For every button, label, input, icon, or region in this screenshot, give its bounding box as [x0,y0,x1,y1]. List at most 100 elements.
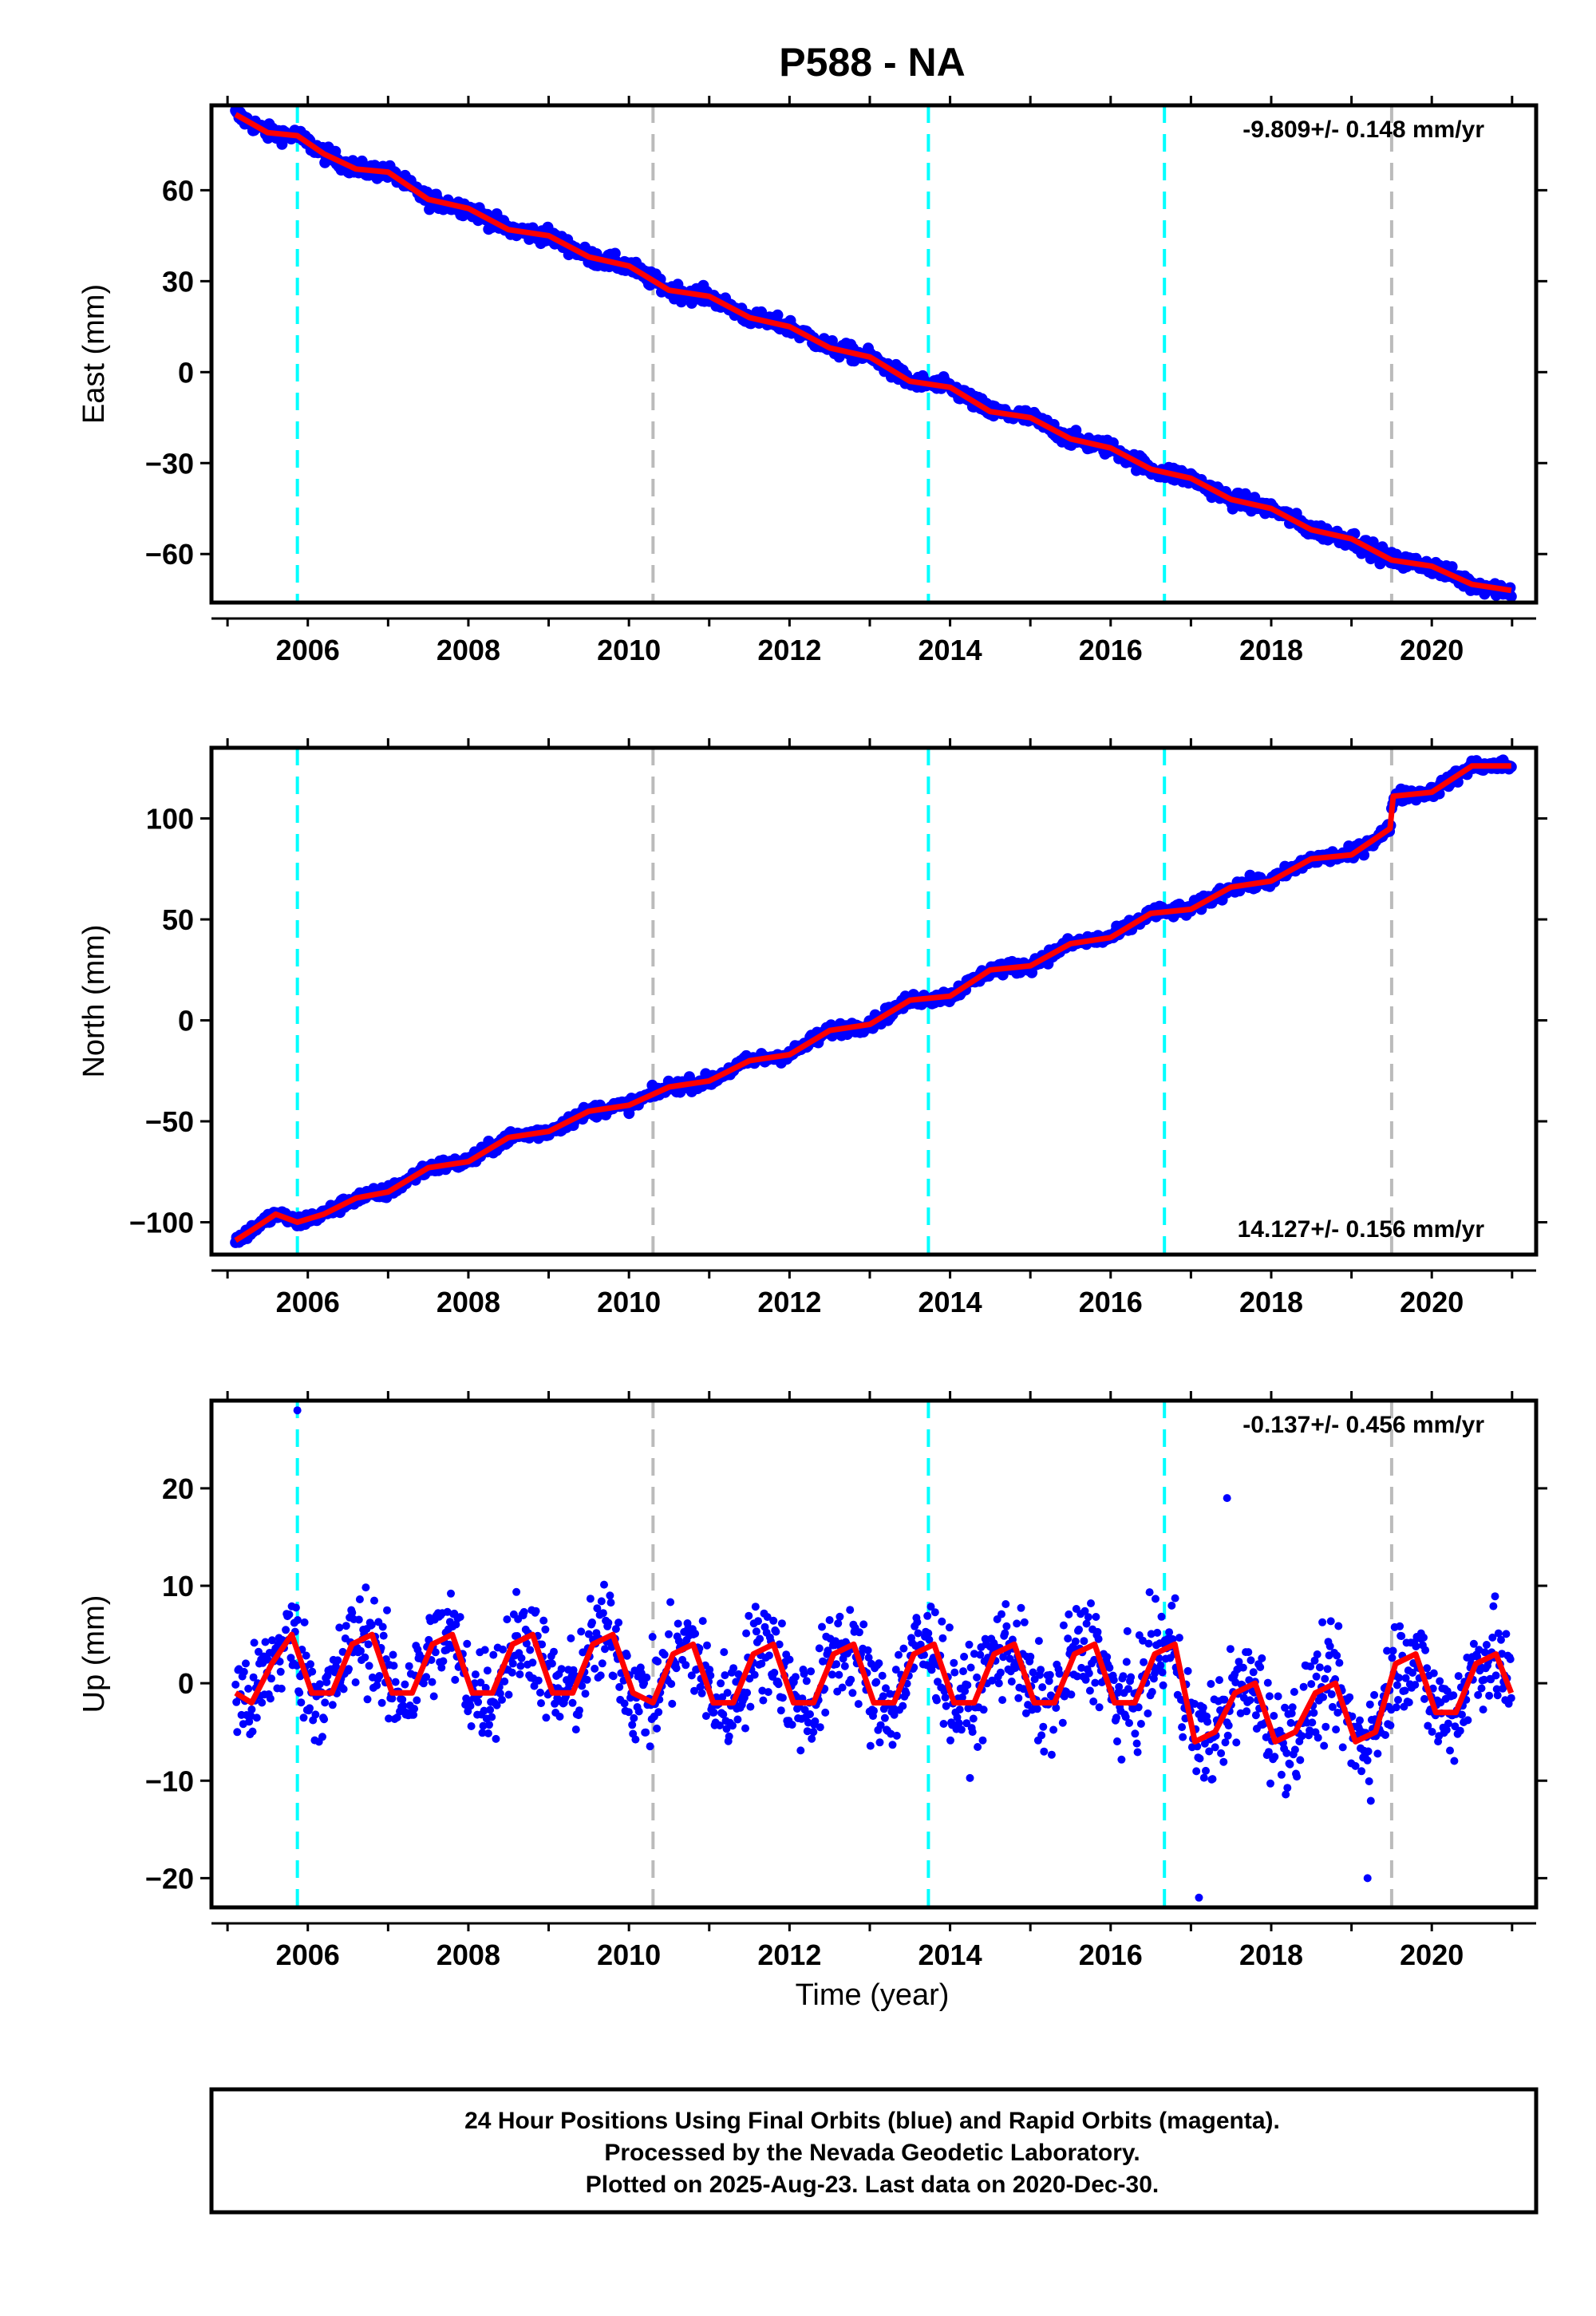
data-point [1258,1654,1266,1662]
data-point [1320,1741,1329,1750]
y-tick-label: −60 [145,538,194,571]
data-point [431,1648,440,1657]
data-point [489,1650,498,1659]
data-point [363,1695,372,1704]
data-point [1038,1683,1047,1692]
x-tick-label: 2010 [597,634,661,666]
data-point [681,1661,690,1670]
data-point [320,1715,329,1724]
data-point [653,1724,662,1733]
data-point [385,1714,393,1723]
data-point [1232,1738,1241,1747]
data-point [1325,1642,1334,1650]
data-point [485,1721,493,1729]
figure-title: P588 - NA [779,40,965,85]
data-point [892,1731,901,1740]
data-point [998,1696,1007,1705]
x-tick-label: 2008 [437,1939,500,1971]
data-point [1077,1663,1086,1672]
data-point [233,1728,242,1737]
data-point [1395,1674,1403,1682]
data-point [1494,1629,1503,1638]
data-point [342,1622,350,1630]
data-point [1220,1695,1229,1704]
data-point [1085,1686,1094,1695]
y-axis-label: North (mm) [77,924,111,1077]
data-point [875,1738,884,1747]
data-point [1017,1603,1025,1612]
data-point [729,1721,737,1730]
data-point [1178,1723,1187,1732]
data-point [1113,1737,1121,1745]
data-point [1242,1707,1251,1716]
data-point [1039,1722,1048,1731]
x-tick-label: 2008 [437,1286,500,1318]
data-point [1246,1656,1255,1665]
data-point [1274,1692,1282,1701]
data-point [1065,1610,1073,1618]
data-point [1446,1746,1454,1755]
data-point [1263,1678,1272,1687]
data-point [600,1580,608,1589]
data-point [1383,1646,1392,1655]
data-point [968,1728,977,1737]
data-point [942,1701,950,1710]
data-point [1363,1756,1372,1765]
data-point [476,1678,485,1687]
y-tick-label: 100 [146,803,194,836]
data-point [978,1736,987,1745]
data-point [1067,1690,1076,1699]
data-point [745,1611,753,1620]
data-point [1479,1675,1488,1684]
data-point [1168,1634,1177,1643]
data-point [1388,1654,1396,1662]
data-point [955,1705,964,1714]
data-point [1117,1755,1126,1764]
data-point [846,1606,855,1614]
data-point [571,1725,580,1734]
model-curve [234,763,1511,1243]
data-point [1482,1641,1491,1649]
data-point [443,1607,452,1616]
data-point [389,1650,397,1659]
data-point [994,1679,1003,1688]
x-tick-label: 2008 [437,634,500,666]
data-point [1493,1691,1502,1700]
data-point [484,1729,492,1737]
data-point [816,1723,824,1732]
data-point [598,1659,606,1668]
data-point [452,1620,460,1629]
data-point [778,1694,787,1702]
data-point [1421,1646,1430,1654]
data-point [355,1595,364,1603]
data-point [1139,1636,1147,1645]
data-point [1338,1743,1347,1752]
data-point [1321,1722,1330,1731]
data-point [1058,1718,1067,1727]
data-point [803,1727,812,1736]
data-point [1238,1663,1247,1672]
data-point [588,1618,596,1626]
y-tick-label: −10 [145,1765,194,1797]
data-point [1001,1629,1009,1638]
data-point [1215,1676,1223,1685]
data-point [1203,1717,1212,1726]
data-point [1195,1893,1203,1902]
data-point [1397,1632,1406,1640]
data-point [733,1715,742,1724]
data-point [750,1670,759,1679]
x-tick-label: 2014 [918,1286,982,1318]
data-point [1059,1621,1068,1630]
data-point [424,204,436,215]
data-point [401,1680,409,1689]
north-panel: −100 −50 0 50 100 2006 2008 2010 2012 2014 2016 201… [77,738,1547,1318]
data-point [969,1714,978,1723]
data-point [1464,1716,1472,1725]
data-point [1327,1690,1336,1698]
data-point [1286,1760,1294,1769]
data-point [1244,1648,1253,1657]
data-point [1365,1700,1374,1709]
x-tick-label: 2018 [1239,1939,1303,1971]
data-point [428,1678,437,1686]
data-point [1199,1703,1207,1712]
